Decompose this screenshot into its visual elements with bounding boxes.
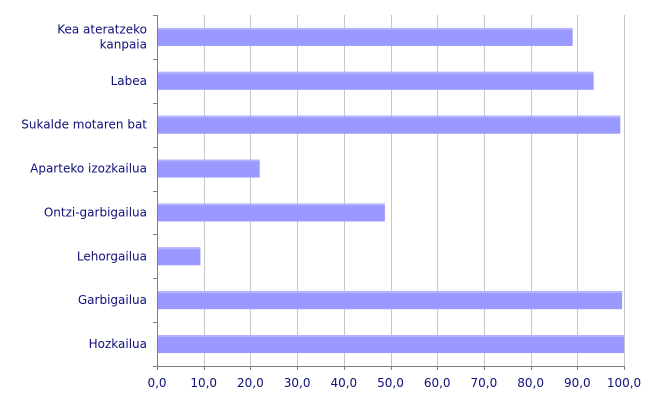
bar-7: [157, 291, 623, 310]
bar-2: [157, 71, 594, 90]
category-label-line: kanpaia: [100, 37, 147, 51]
bar-highlight: [157, 115, 621, 118]
category-label: Hozkailua: [89, 337, 147, 351]
bars: [157, 27, 624, 354]
x-tick-label: 20,0: [237, 376, 264, 390]
bar-highlight: [157, 247, 201, 250]
x-tick-label: 10,0: [190, 376, 217, 390]
category-label-line: Ontzi-garbigailua: [44, 205, 147, 219]
x-tick-label: 30,0: [284, 376, 311, 390]
axes: [153, 15, 625, 370]
bar-8: [157, 335, 624, 354]
bar-highlight: [157, 27, 573, 30]
category-label: Labea: [111, 74, 147, 88]
category-label-line: Garbigailua: [78, 293, 147, 307]
bar-highlight: [157, 71, 594, 74]
category-label-line: Labea: [111, 74, 147, 88]
bar-3: [157, 115, 621, 134]
category-label: Garbigailua: [78, 293, 147, 307]
category-label-line: Sukalde motaren bat: [21, 118, 147, 132]
bar-4: [157, 159, 260, 178]
bar-5: [157, 203, 385, 222]
category-label-line: Aparteko izozkailua: [30, 162, 147, 176]
bar-6: [157, 247, 201, 266]
category-label-line: Hozkailua: [89, 337, 147, 351]
x-tick-label: 90,0: [564, 376, 591, 390]
x-tick-label: 70,0: [471, 376, 498, 390]
category-label: Aparteko izozkailua: [30, 162, 147, 176]
category-label: Kea ateratzeko kanpaia: [57, 22, 147, 51]
category-label: Ontzi-garbigailua: [44, 205, 147, 219]
x-tick-label: 100,0: [607, 376, 641, 390]
x-tick-label: 0,0: [147, 376, 166, 390]
category-label: Sukalde motaren bat: [21, 118, 147, 132]
x-tick-label: 40,0: [330, 376, 357, 390]
bar-1: [157, 27, 573, 46]
x-tick-label: 60,0: [424, 376, 451, 390]
category-label: Lehorgailua: [77, 249, 147, 263]
category-label-line: Lehorgailua: [77, 249, 147, 263]
category-label-line: Kea ateratzeko: [57, 22, 147, 36]
gridlines: [204, 15, 625, 366]
x-tick-label: 50,0: [377, 376, 404, 390]
x-tick-labels: 0,0 10,0 20,0 30,0 40,0 50,0 60,0 70,0 80,0 90,0 1…: [147, 376, 641, 390]
bar-highlight: [157, 291, 623, 294]
bar-highlight: [157, 159, 260, 162]
x-tick-label: 80,0: [517, 376, 544, 390]
bar-highlight: [157, 335, 624, 338]
category-labels: Kea ateratzeko kanpaia Labea Sukalde motare…: [21, 22, 147, 351]
bar-highlight: [157, 203, 385, 206]
